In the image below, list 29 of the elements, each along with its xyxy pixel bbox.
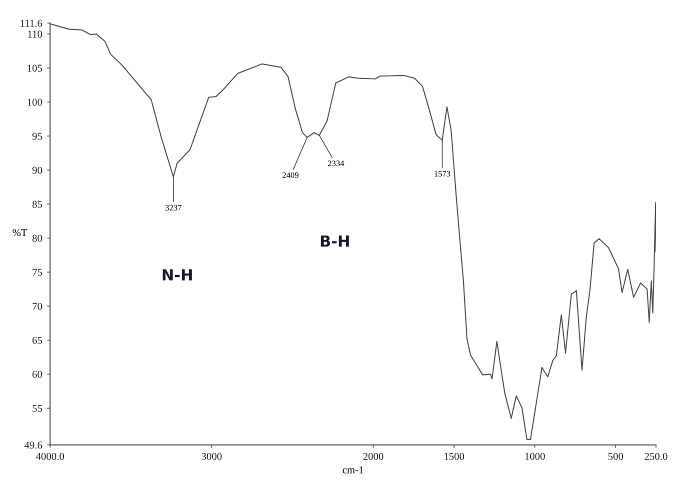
- x-tick-label: 4000.0: [36, 452, 64, 460]
- annotation: 2409: [282, 172, 298, 178]
- annotation: B-H: [320, 236, 349, 247]
- y-tick-label: 95: [32, 132, 42, 140]
- x-tick-label: 250.0: [644, 452, 668, 460]
- y-tick-label: 49.6: [24, 442, 42, 449]
- y-tick-label: 111.6: [20, 20, 42, 27]
- y-tick-label: 65: [32, 336, 42, 344]
- y-tick-label: 110: [28, 30, 42, 38]
- x-tick-label: 1500: [444, 452, 464, 460]
- annotation: 2334: [328, 160, 344, 166]
- annotation: 1573: [434, 170, 450, 177]
- y-tick-label: 80: [32, 234, 42, 242]
- y-tick-label: 105: [28, 64, 42, 72]
- y-tick-label: 90: [32, 166, 42, 174]
- x-axis-title: cm-1: [342, 466, 364, 474]
- y-axis-title: %T: [12, 229, 28, 236]
- y-tick-label: 60: [32, 370, 42, 378]
- y-tick-label: 85: [32, 200, 42, 208]
- x-tick-label: 2000: [363, 452, 384, 460]
- annotation: N-H: [162, 269, 192, 280]
- annotation: 3237: [165, 204, 182, 210]
- x-tick-label: 500: [608, 452, 624, 460]
- x-tick-label: 1000: [525, 452, 545, 460]
- y-tick-label: 75: [32, 268, 42, 276]
- y-tick-label: 55: [32, 404, 42, 412]
- y-tick-label: 70: [32, 302, 42, 310]
- x-tick-label: 3000: [202, 452, 222, 460]
- y-tick-label: 100: [28, 98, 42, 106]
